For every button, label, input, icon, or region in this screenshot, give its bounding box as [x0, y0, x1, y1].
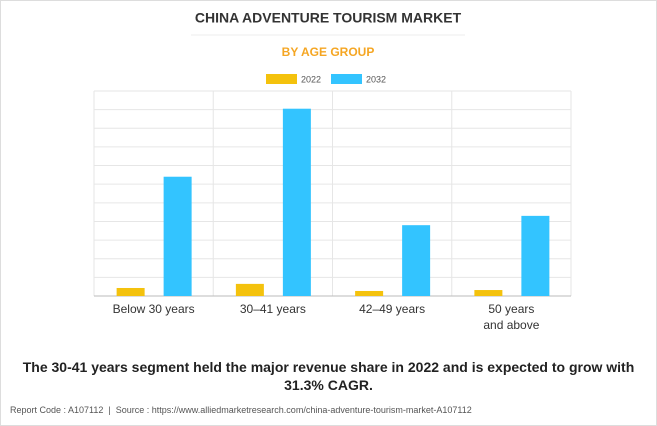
headline: The 30-41 years segment held the major r… [22, 359, 635, 393]
bar [235, 283, 264, 296]
x-tick-label: 50 years and above [483, 302, 540, 332]
bar [163, 176, 192, 296]
x-tick-label: Below 30 years [112, 302, 195, 316]
bar [282, 108, 311, 296]
bar [355, 290, 384, 296]
x-tick-label: 42–49 years [359, 302, 426, 316]
bar [521, 215, 550, 296]
bar [402, 225, 431, 296]
x-tick-label: 30–41 years [239, 302, 306, 316]
legend-label: 2022 [301, 74, 321, 84]
chart: CHINA ADVENTURE TOURISM MARKET BY AGE GR… [93, 10, 572, 297]
legend-swatch [331, 74, 362, 84]
bar [474, 290, 503, 296]
footer: Report Code : A107112 | Source : https:/… [10, 405, 472, 415]
legend-label: 2032 [366, 74, 386, 84]
chart-title: CHINA ADVENTURE TOURISM MARKET [195, 10, 462, 26]
legend-swatch [266, 74, 297, 84]
chart-subtitle: BY AGE GROUP [282, 45, 375, 59]
bar [116, 287, 145, 296]
